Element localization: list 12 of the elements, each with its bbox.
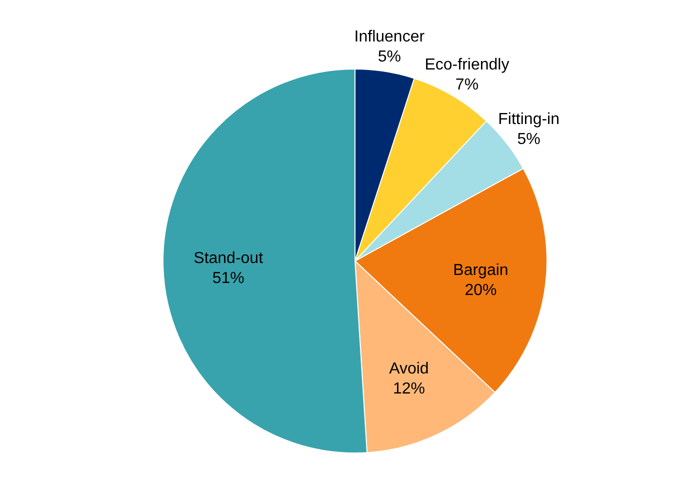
slice-label: Avoid — [389, 360, 429, 378]
slice-label: Stand-out — [194, 250, 264, 267]
data-label: 7% — [455, 76, 479, 94]
slice-label: Eco-friendly — [424, 56, 510, 74]
data-label: 5% — [378, 48, 401, 66]
data-label: 5% — [517, 131, 540, 148]
data-label: 51% — [212, 270, 244, 287]
slice-label: Bargain — [453, 262, 508, 279]
data-label: 12% — [392, 380, 425, 398]
slice-label: Influencer — [354, 28, 426, 46]
slice-label: Fitting-in — [498, 111, 560, 128]
data-label: 20% — [464, 282, 497, 299]
